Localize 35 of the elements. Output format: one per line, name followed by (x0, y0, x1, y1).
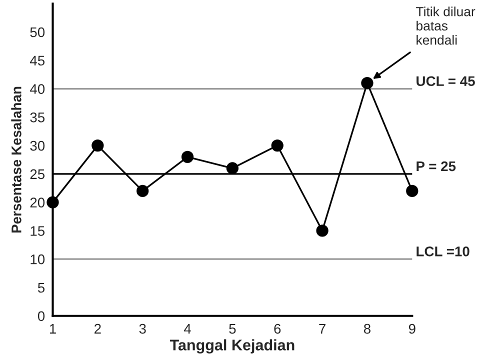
x-tick-label: 6 (274, 324, 281, 334)
point (92, 139, 104, 152)
y-tick-label: 0 (38, 311, 45, 322)
point (181, 150, 194, 163)
y-tick-label: 5 (38, 282, 45, 293)
x-tick-label: 2 (94, 324, 101, 334)
ref-line-label: P = 25 (416, 161, 456, 172)
x-tick-label: 8 (364, 324, 370, 334)
x-tick-label: 3 (139, 324, 146, 334)
point (46, 196, 59, 208)
y-tick-label: 35 (30, 112, 45, 122)
y-tick-label: 45 (30, 56, 45, 66)
text: UCL = 45 (416, 76, 475, 86)
y-tick-label: 30 (30, 140, 45, 151)
point (226, 162, 239, 174)
point (271, 139, 284, 152)
y-tick-label: 15 (30, 226, 45, 236)
y-axis-title: Persentase Kesalahan (11, 86, 22, 233)
y-tick-label: 50 (30, 27, 45, 38)
point (136, 184, 149, 198)
x-tick-label: 7 (319, 324, 326, 334)
ref-line-label: LCL =10 (416, 246, 470, 256)
x-tick-label: 4 (184, 324, 191, 334)
point (361, 77, 374, 90)
y-tick-label: 20 (30, 198, 45, 208)
x-tick-label: 1 (50, 324, 56, 334)
x-axis-title: Tanggal Kejadian (170, 339, 294, 354)
x-tick-label: 5 (229, 324, 236, 334)
point (316, 224, 328, 237)
x-tick-label: 9 (408, 324, 416, 334)
y-tick-label: 40 (30, 84, 45, 94)
y-tick-label: 10 (30, 254, 45, 264)
annotation: Titik diluar batas kendali (416, 6, 476, 45)
point (406, 184, 418, 198)
y-tick-label: 25 (30, 169, 45, 180)
